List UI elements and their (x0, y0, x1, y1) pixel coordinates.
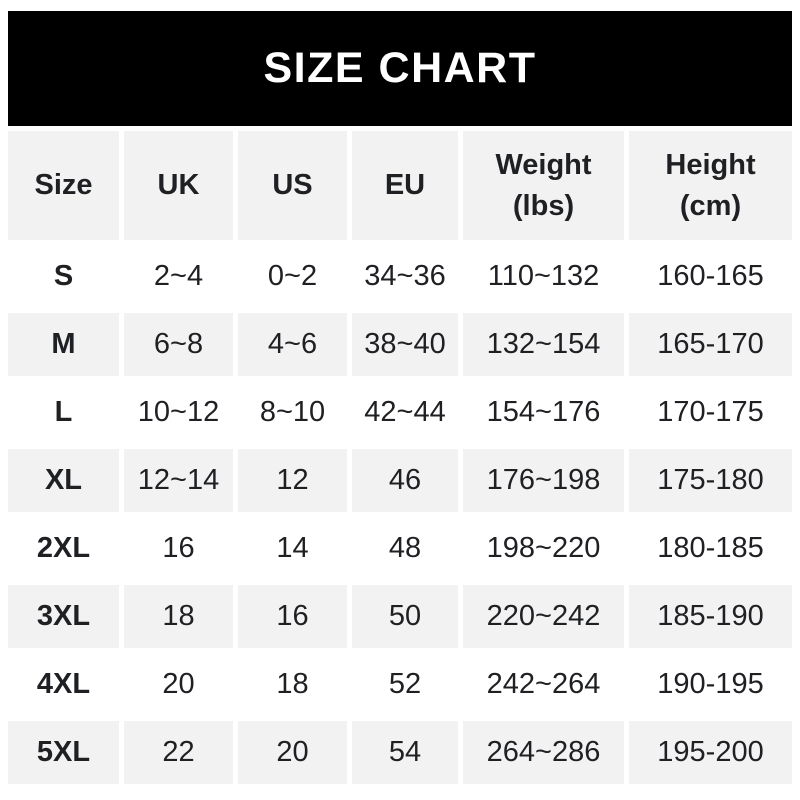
value-cell: 190-195 (629, 653, 792, 716)
column-header-line: (cm) (679, 189, 742, 222)
column-header-line: EU (384, 169, 426, 202)
value-cell: 38~40 (352, 313, 458, 376)
value-cell: 180-185 (629, 517, 792, 580)
value-cell: 54 (352, 721, 458, 784)
value-cell: 175-180 (629, 449, 792, 512)
column-header: Weight (lbs) (463, 131, 624, 240)
value-cell: 185-190 (629, 585, 792, 648)
value-cell: 170-175 (629, 381, 792, 444)
column-header: US (238, 131, 347, 240)
value-cell: 160-165 (629, 245, 792, 308)
value-cell: 220~242 (463, 585, 624, 648)
column-header: Height (cm) (629, 131, 792, 240)
value-cell: 4~6 (238, 313, 347, 376)
value-cell: 20 (238, 721, 347, 784)
value-cell: 48 (352, 517, 458, 580)
value-cell: 20 (124, 653, 233, 716)
column-header-line: UK (157, 169, 200, 202)
column-header-line: Height (665, 149, 756, 182)
column-header: UK (124, 131, 233, 240)
value-cell: 16 (124, 517, 233, 580)
size-label-cell: M (8, 313, 119, 376)
value-cell: 8~10 (238, 381, 347, 444)
size-label-cell: 2XL (8, 517, 119, 580)
value-cell: 154~176 (463, 381, 624, 444)
value-cell: 110~132 (463, 245, 624, 308)
value-cell: 12 (238, 449, 347, 512)
value-cell: 50 (352, 585, 458, 648)
size-label-cell: XL (8, 449, 119, 512)
column-header-line: (lbs) (512, 189, 575, 222)
value-cell: 264~286 (463, 721, 624, 784)
size-label-cell: 4XL (8, 653, 119, 716)
value-cell: 34~36 (352, 245, 458, 308)
size-label-cell: 5XL (8, 721, 119, 784)
size-label-cell: L (8, 381, 119, 444)
column-header-line: Weight (495, 149, 592, 182)
value-cell: 22 (124, 721, 233, 784)
value-cell: 10~12 (124, 381, 233, 444)
value-cell: 2~4 (124, 245, 233, 308)
value-cell: 242~264 (463, 653, 624, 716)
value-cell: 132~154 (463, 313, 624, 376)
value-cell: 18 (124, 585, 233, 648)
value-cell: 165-170 (629, 313, 792, 376)
value-cell: 46 (352, 449, 458, 512)
value-cell: 195-200 (629, 721, 792, 784)
column-header-line: Size (34, 169, 93, 202)
value-cell: 18 (238, 653, 347, 716)
value-cell: 12~14 (124, 449, 233, 512)
value-cell: 42~44 (352, 381, 458, 444)
value-cell: 16 (238, 585, 347, 648)
column-header: EU (352, 131, 458, 240)
value-cell: 14 (238, 517, 347, 580)
chart-title: SIZE CHART (263, 44, 537, 92)
size-table: Size UK US EU Weight (lbs) Height (cm) S 2~4 0~2 34… (8, 131, 792, 784)
column-header: Size (8, 131, 119, 240)
value-cell: 0~2 (238, 245, 347, 308)
value-cell: 6~8 (124, 313, 233, 376)
size-label-cell: 3XL (8, 585, 119, 648)
column-header-line: US (272, 169, 313, 202)
value-cell: 176~198 (463, 449, 624, 512)
value-cell: 52 (352, 653, 458, 716)
size-label-cell: S (8, 245, 119, 308)
title-band: SIZE CHART (8, 11, 792, 126)
value-cell: 198~220 (463, 517, 624, 580)
